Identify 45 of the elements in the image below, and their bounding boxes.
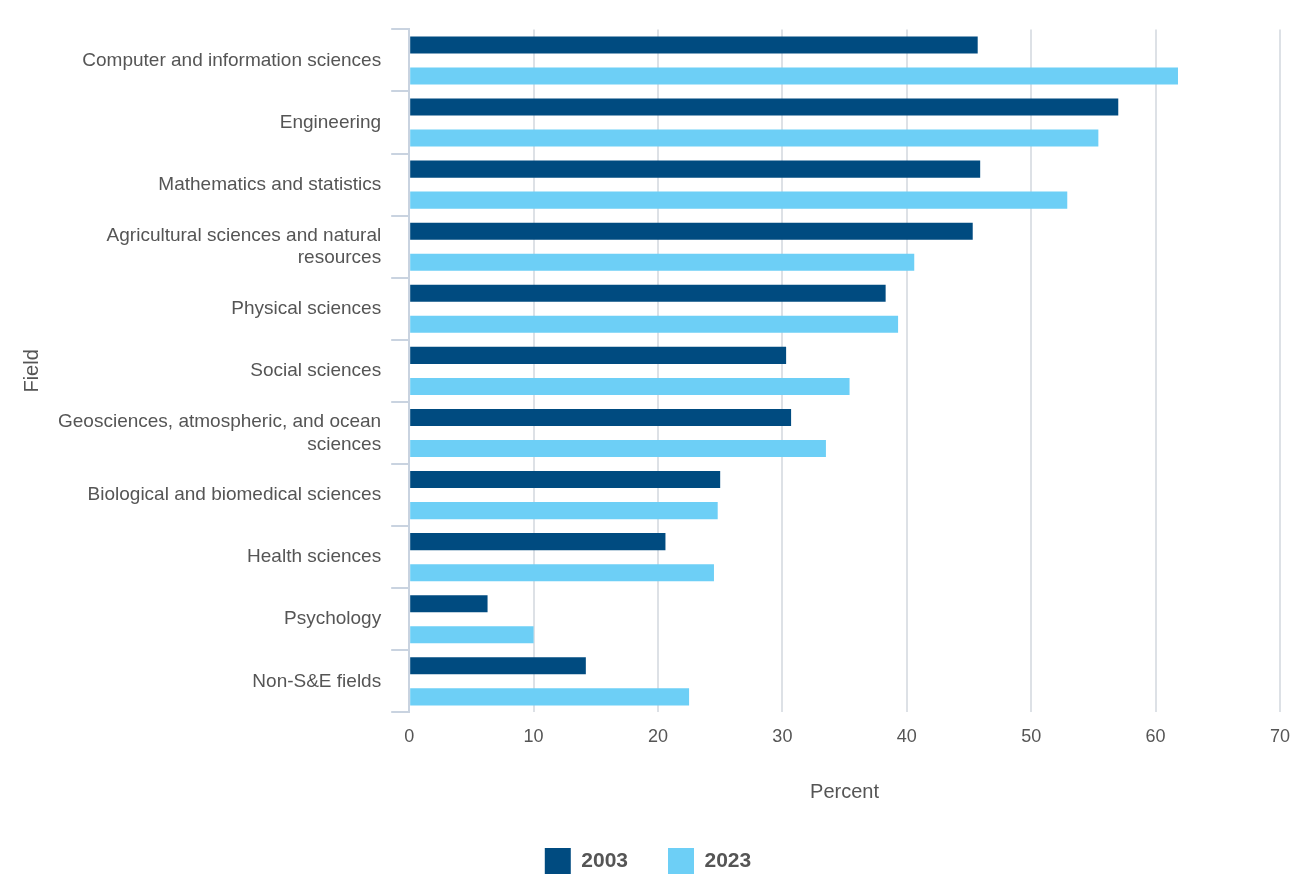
y-tick-label: Mathematics and statistics — [158, 172, 382, 194]
y-tick-label: Computer and information sciences — [82, 48, 382, 70]
y-tick-label: Geosciences, atmospheric, and ocean sciences — [58, 409, 382, 454]
y-tick-label: Agricultural sciences and natural resources — [106, 223, 382, 268]
bar — [410, 36, 978, 54]
bar — [410, 160, 981, 178]
bar — [410, 564, 714, 582]
y-tick-label: Non-S&E fields — [252, 669, 382, 691]
bar — [410, 439, 826, 458]
legend-label: 2023 — [704, 847, 752, 871]
y-tick-label: Health sciences — [247, 545, 382, 567]
x-tick-label: 60 — [1145, 726, 1166, 747]
bar — [410, 98, 1119, 116]
bar — [410, 533, 666, 551]
bar — [410, 657, 586, 675]
bar — [410, 626, 534, 644]
bar — [410, 346, 787, 364]
bar — [410, 191, 1068, 209]
bar — [410, 315, 899, 333]
bar — [410, 222, 973, 240]
bar — [410, 408, 792, 427]
x-axis-title: Percent — [810, 779, 880, 802]
bar — [410, 67, 1178, 85]
x-tick-label: 50 — [1021, 726, 1042, 747]
x-tick-label: 70 — [1269, 726, 1290, 747]
bar — [410, 502, 718, 520]
x-tick-label: 20 — [647, 726, 668, 747]
x-tick-label: 30 — [772, 726, 793, 747]
x-tick-label: 40 — [896, 726, 917, 747]
y-axis-title: Field — [19, 349, 42, 393]
bar — [410, 253, 915, 271]
bar — [410, 471, 721, 489]
x-tick-label: 10 — [523, 726, 544, 747]
bar — [410, 377, 850, 395]
bar — [410, 688, 690, 706]
y-tick-label: Psychology — [284, 607, 382, 629]
y-tick-label: Physical sciences — [231, 297, 382, 319]
bar — [410, 595, 488, 613]
legend-label: 2003 — [581, 847, 628, 871]
bar — [410, 129, 1099, 147]
y-tick-label: Biological and biomedical sciences — [87, 483, 382, 505]
bar — [410, 284, 886, 302]
y-tick-label: Social sciences — [250, 359, 382, 381]
y-tick-label: Engineering — [279, 110, 382, 132]
x-tick-label: 0 — [404, 726, 415, 747]
